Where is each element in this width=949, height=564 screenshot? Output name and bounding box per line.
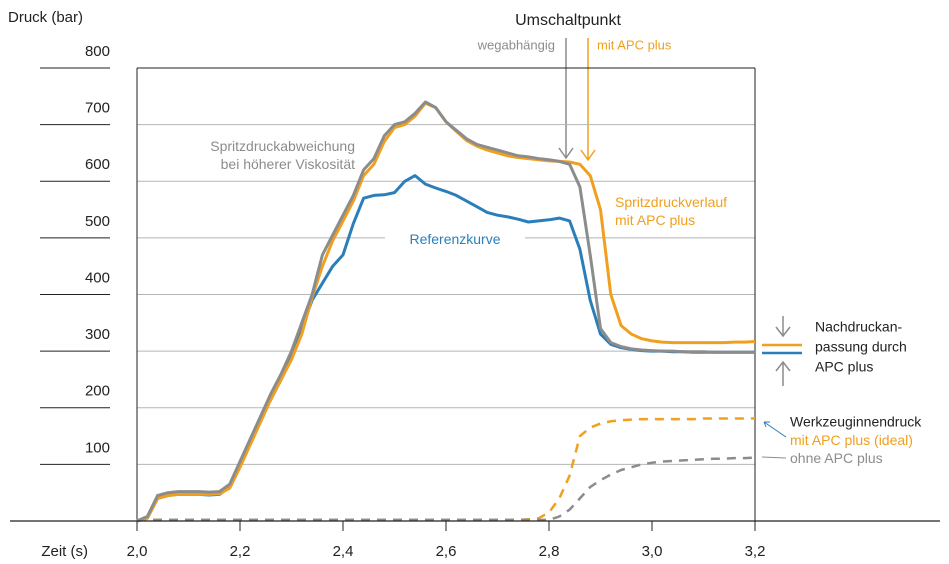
x-tick-label: 2,2 bbox=[230, 543, 251, 560]
line bbox=[136, 100, 755, 523]
x-tick-label: 2,4 bbox=[333, 543, 354, 560]
y-tick-label: 700 bbox=[85, 100, 110, 117]
series-label: Referenzkurve bbox=[409, 231, 501, 247]
x-axis-label: Zeit (s) bbox=[41, 543, 88, 560]
y-tick-label: 100 bbox=[85, 439, 110, 456]
series-label: Spritzdruckabweichung bei höherer Viskos… bbox=[210, 138, 355, 172]
series-label: Spritzdruckverlauf mit APC plus bbox=[615, 194, 728, 228]
y-tick-label: 300 bbox=[85, 326, 110, 343]
y-tick-label: 400 bbox=[85, 269, 110, 286]
annotation: wegabhängig bbox=[477, 37, 555, 52]
annotation: passung durch bbox=[815, 339, 907, 355]
x-tick-label: 2,6 bbox=[436, 543, 457, 560]
annotation: APC plus bbox=[815, 359, 873, 375]
y-tick-label: 800 bbox=[85, 43, 110, 60]
x-tick-label: 2,0 bbox=[127, 543, 148, 560]
annotation: Werkzeuginnendruck bbox=[790, 414, 922, 430]
dashed-line bbox=[137, 417, 755, 522]
y-tick-label: 600 bbox=[85, 156, 110, 173]
annotation: mit APC plus bbox=[597, 37, 672, 52]
series-label: mit APC plus (ideal) bbox=[790, 432, 913, 448]
y-tick-label: 200 bbox=[85, 383, 110, 400]
y-axis-label: Druck (bar) bbox=[8, 9, 83, 26]
dashed-line bbox=[137, 456, 756, 522]
x-tick-label: 2,8 bbox=[539, 543, 560, 560]
x-tick-label: 3,2 bbox=[745, 543, 766, 560]
series-label: ohne APC plus bbox=[790, 450, 883, 466]
x-tick-label: 3,0 bbox=[642, 543, 663, 560]
y-tick-label: 500 bbox=[85, 213, 110, 230]
annotation: Umschaltpunkt bbox=[515, 12, 621, 29]
label-bg bbox=[385, 228, 525, 250]
annotation: Nachdruckan- bbox=[815, 319, 902, 335]
arrows bbox=[558, 38, 802, 459]
